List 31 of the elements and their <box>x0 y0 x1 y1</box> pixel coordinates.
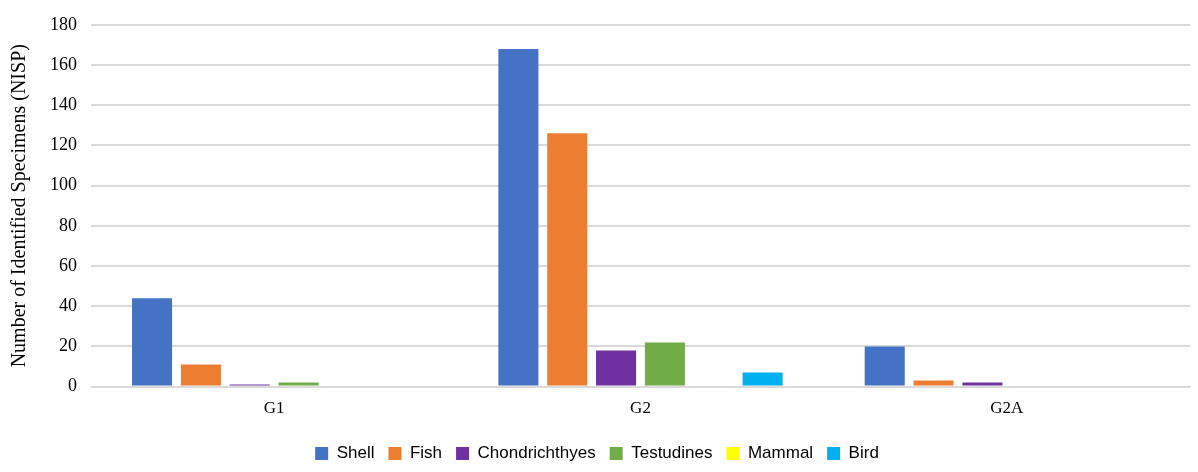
legend-label: Bird <box>848 443 879 463</box>
x-tick-label: G2A <box>990 398 1025 418</box>
y-tick-label: 80 <box>59 214 77 235</box>
x-tick-label: G2 <box>630 398 651 418</box>
y-tick-label: 60 <box>59 254 77 275</box>
y-axis-title: Number of Identified Specimens (NISP) <box>7 44 31 368</box>
bar <box>913 380 954 386</box>
bar <box>962 382 1003 386</box>
bar <box>180 364 221 386</box>
legend-label: Chondrichthyes <box>477 443 596 463</box>
bar <box>547 133 588 386</box>
y-tick-label: 180 <box>50 13 77 34</box>
bar <box>278 382 319 386</box>
y-tick-label: 120 <box>50 134 77 155</box>
legend-label: Shell <box>336 443 375 463</box>
y-tick-label: 40 <box>59 294 77 315</box>
bar <box>596 350 637 386</box>
y-tick-label: 0 <box>68 375 77 396</box>
legend-label: Mammal <box>747 443 814 463</box>
legend-label: Fish <box>409 443 443 463</box>
x-tick-label: G1 <box>263 398 285 418</box>
bar <box>742 372 783 386</box>
y-tick-label: 20 <box>59 335 77 356</box>
bar <box>864 346 905 386</box>
y-tick-label: 100 <box>50 174 77 195</box>
y-tick-label: 160 <box>50 53 77 74</box>
bar <box>644 342 685 386</box>
bar <box>132 298 173 386</box>
y-tick-label: 140 <box>50 93 77 114</box>
bar <box>498 48 539 386</box>
legend-label: Testudines <box>631 443 713 463</box>
